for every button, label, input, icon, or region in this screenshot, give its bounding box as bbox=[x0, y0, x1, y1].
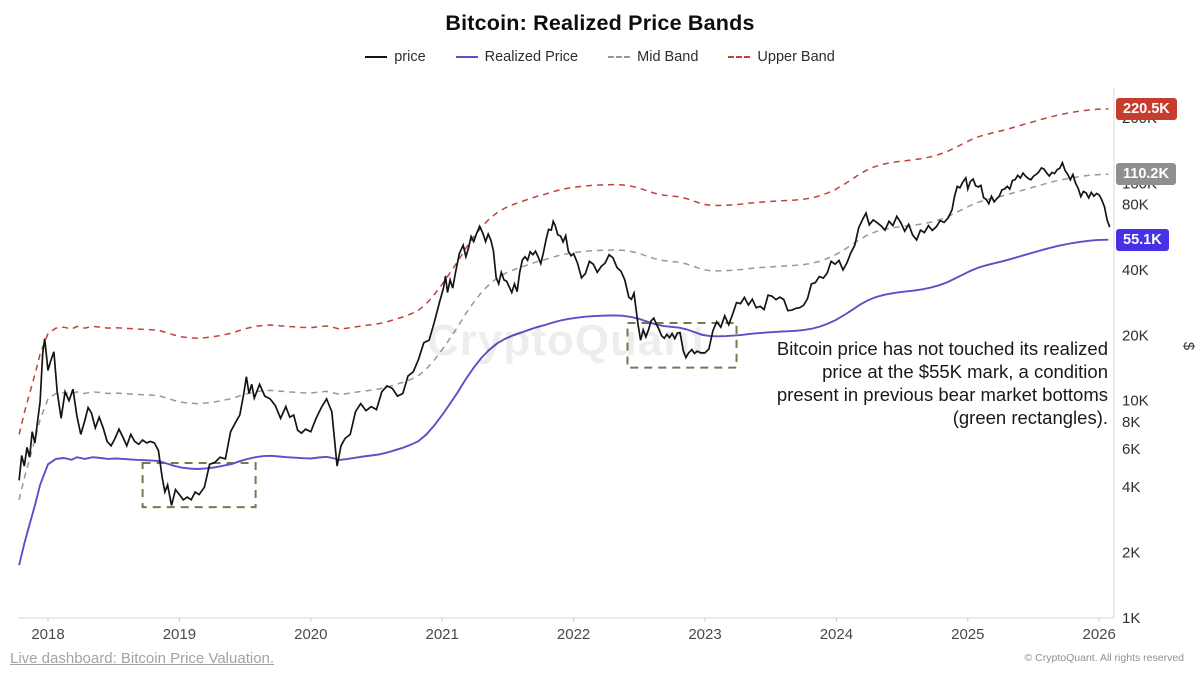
legend-label: Mid Band bbox=[637, 49, 699, 65]
legend-label: price bbox=[394, 49, 426, 65]
x-tick-label: 2025 bbox=[951, 626, 984, 643]
realized-price-line bbox=[18, 238, 1109, 566]
live-dashboard-link[interactable]: Live dashboard: Bitcoin Price Valuation. bbox=[10, 650, 275, 667]
legend-item-upper-band[interactable]: Upper Band bbox=[728, 49, 835, 65]
x-tick-label: 2018 bbox=[31, 626, 64, 643]
x-tick-label: 2019 bbox=[163, 626, 196, 643]
x-tick-label: 2021 bbox=[426, 626, 459, 643]
x-tick-label: 2026 bbox=[1083, 626, 1116, 643]
y-tick-label: 1K bbox=[1122, 610, 1140, 627]
x-tick-label: 2020 bbox=[294, 626, 327, 643]
legend-item-mid-band[interactable]: Mid Band bbox=[608, 49, 698, 65]
legend-label: Upper Band bbox=[757, 49, 835, 65]
upper-band-line bbox=[18, 108, 1109, 435]
price-line-swatch-icon bbox=[365, 56, 388, 58]
x-tick-label: 2024 bbox=[820, 626, 853, 643]
highlight-box bbox=[626, 321, 738, 369]
y-tick-label: 10K bbox=[1122, 393, 1149, 410]
legend-item-price[interactable]: price bbox=[365, 49, 426, 65]
annotation-text: Bitcoin price has not touched its realiz… bbox=[776, 338, 1108, 429]
price-line bbox=[18, 160, 1111, 506]
page-title: Bitcoin: Realized Price Bands bbox=[445, 11, 755, 35]
highlight-box bbox=[141, 461, 257, 509]
currency-axis-label: $ bbox=[1180, 342, 1197, 351]
chart-legend: price Realized Price Mid Band Upper Band bbox=[0, 49, 1200, 65]
legend-item-realized-price[interactable]: Realized Price bbox=[455, 49, 579, 65]
y-tick-label: 20K bbox=[1122, 327, 1149, 344]
mid-band-line bbox=[18, 173, 1109, 500]
mid-band-line-swatch-icon bbox=[608, 56, 631, 58]
y-tick-label: 4K bbox=[1122, 479, 1140, 496]
y-tick-label: 40K bbox=[1122, 262, 1149, 279]
mid-band-price-badge: 110.2K bbox=[1116, 163, 1176, 186]
y-tick-label: 2K bbox=[1122, 545, 1140, 562]
y-tick-label: 80K bbox=[1122, 197, 1149, 214]
realized-price-line-swatch-icon bbox=[455, 56, 478, 58]
realized-price-badge: 55.1K bbox=[1116, 228, 1169, 251]
x-tick-label: 2023 bbox=[688, 626, 721, 643]
x-tick-label: 2022 bbox=[557, 626, 590, 643]
upper-band-price-badge: 220.5K bbox=[1116, 97, 1177, 120]
y-tick-label: 6K bbox=[1122, 441, 1140, 458]
upper-band-line-swatch-icon bbox=[728, 56, 751, 58]
copyright-text: © CryptoQuant. All rights reserved bbox=[1024, 652, 1184, 664]
y-tick-label: 8K bbox=[1122, 414, 1140, 431]
legend-label: Realized Price bbox=[484, 49, 579, 65]
